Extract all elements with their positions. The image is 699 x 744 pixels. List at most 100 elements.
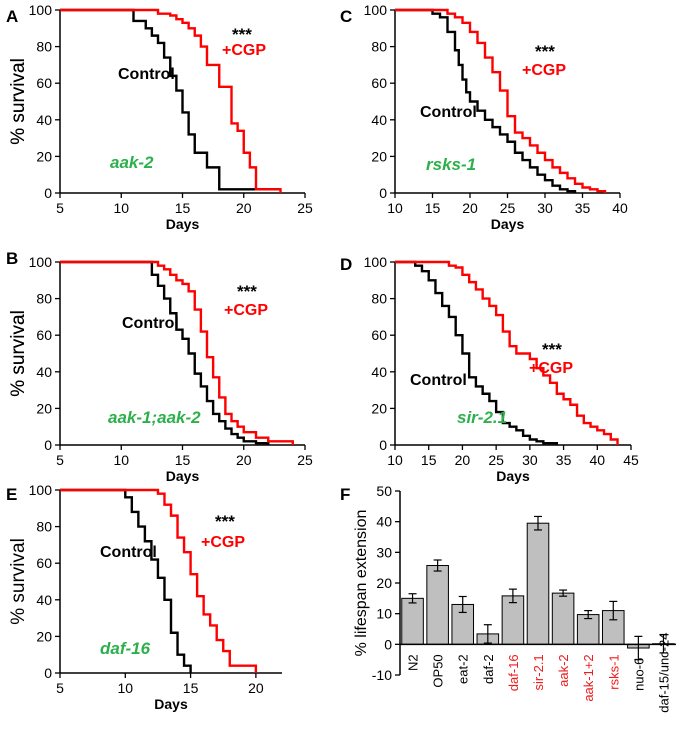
x-axis-title: Days <box>496 468 530 484</box>
significance-stars: *** <box>215 512 235 531</box>
x-tick-label: 15 <box>425 200 441 216</box>
x-tick-label: 5 <box>56 452 64 468</box>
cgp-survival-curve <box>60 8 282 193</box>
x-tick-label: 20 <box>455 452 471 468</box>
cgp-label: +CGP <box>224 302 268 319</box>
control-label: Control <box>122 315 179 332</box>
y-tick-label: 100 <box>29 2 53 18</box>
x-tick-label: 30 <box>537 200 553 216</box>
panel-b-survival-chart: B 0 20 40 60 80 100 5 10 15 20 25 Days % survival ***+… <box>6 249 313 484</box>
x-tick-label: 15 <box>175 200 191 216</box>
y-tick-label: 0 <box>379 185 387 201</box>
category-label: daf-2 <box>481 654 496 684</box>
y-tick-label: 80 <box>36 519 52 535</box>
x-tick-label: 35 <box>575 200 591 216</box>
y-tick-label: 60 <box>371 327 387 343</box>
control-survival-curve <box>60 8 281 191</box>
x-tick-label: 40 <box>612 200 628 216</box>
panel-a-survival-chart: A 0 20 40 60 80 100 5 10 15 20 25 Days % survival ***+… <box>6 2 313 232</box>
x-axis-title: Days <box>166 468 200 484</box>
panel-letter: C <box>340 7 352 26</box>
category-label: nuo-6 <box>631 658 646 691</box>
y-axis-title: % survival <box>8 538 29 625</box>
y-tick-label: 0 <box>384 636 392 652</box>
y-tick-label: 0 <box>44 185 52 201</box>
significance-stars: *** <box>232 25 252 44</box>
bar-OP50 <box>426 565 449 645</box>
control-label: Control <box>420 104 477 121</box>
y-tick-label: 40 <box>371 364 387 380</box>
y-tick-label: 20 <box>371 400 387 416</box>
y-tick-label: 40 <box>36 592 52 608</box>
y-axis-title: % survival <box>8 58 29 145</box>
x-tick-label: 10 <box>387 200 403 216</box>
panel-e-survival-chart: E 0 20 40 60 80 100 5 10 15 20 Days % survival *** +CG… <box>6 482 282 712</box>
y-axis-title: % survival <box>8 58 29 145</box>
category-label: N2 <box>406 654 421 671</box>
y-axis-title: % survival <box>8 310 29 397</box>
y-tick-label: 100 <box>29 254 53 270</box>
significance-stars: *** <box>535 42 555 61</box>
control-label: Control <box>100 544 157 561</box>
x-tick-label: 25 <box>297 452 313 468</box>
significance-stars: *** <box>237 282 257 301</box>
x-tick-label: 10 <box>118 680 134 696</box>
panel-letter: B <box>6 249 18 268</box>
category-label: OP50 <box>431 654 446 687</box>
x-tick-label: 20 <box>236 200 252 216</box>
y-tick-label: 30 <box>376 544 392 560</box>
y-tick-label: 40 <box>371 112 387 128</box>
x-tick-label: 25 <box>488 452 504 468</box>
y-tick-label: 50 <box>376 483 392 499</box>
y-tick-label: 20 <box>36 400 52 416</box>
control-label: Control <box>118 66 175 83</box>
bar-sir-2-1 <box>526 522 550 645</box>
y-tick-label: 60 <box>371 75 387 91</box>
y-tick-label: 80 <box>36 39 52 55</box>
y-tick-label: 20 <box>36 628 52 644</box>
x-axis-title: Days <box>491 216 525 232</box>
control-label: Control <box>410 372 467 389</box>
cgp-label: +CGP <box>522 62 566 79</box>
category-label: aak-1+2 <box>581 654 596 701</box>
x-tick-label: 20 <box>236 452 252 468</box>
bar-aak-2 <box>551 592 575 645</box>
y-tick-label: 60 <box>36 75 52 91</box>
x-tick-label: 20 <box>248 680 264 696</box>
panel-letter: A <box>6 7 18 26</box>
category-label: eat-2 <box>456 654 471 684</box>
cgp-survival-curve <box>395 260 619 445</box>
category-label: aak-2 <box>556 654 571 687</box>
panel-c-survival-chart: C 0 20 40 60 80 100 10 15 20 25 30 35 40 Days % surviva… <box>8 2 628 232</box>
x-tick-label: 30 <box>522 452 538 468</box>
x-tick-label: 25 <box>500 200 516 216</box>
panel-letter: E <box>6 485 17 504</box>
y-tick-label: 60 <box>36 555 52 571</box>
x-tick-label: 40 <box>589 452 605 468</box>
y-tick-label: 60 <box>36 327 52 343</box>
x-tick-label: 5 <box>56 200 64 216</box>
y-tick-label: 100 <box>364 254 388 270</box>
y-tick-label: 80 <box>371 39 387 55</box>
control-survival-curve <box>395 8 577 193</box>
y-tick-label: 100 <box>29 482 53 498</box>
x-tick-label: 35 <box>556 452 572 468</box>
y-tick-label: 0 <box>44 665 52 681</box>
cgp-survival-curve <box>395 8 607 193</box>
x-tick-label: 15 <box>175 452 191 468</box>
x-tick-label: 15 <box>421 452 437 468</box>
cgp-label: +CGP <box>201 534 245 551</box>
x-tick-label: 5 <box>56 680 64 696</box>
panel-letter: F <box>340 485 350 504</box>
x-tick-label: 10 <box>113 452 129 468</box>
cgp-survival-curve <box>60 260 294 445</box>
category-label: daf-15/unc-24 <box>656 633 671 713</box>
bar-N2 <box>401 597 424 645</box>
cgp-label: +CGP <box>222 42 266 59</box>
y-tick-label: 20 <box>36 148 52 164</box>
y-tick-label: 40 <box>36 112 52 128</box>
y-tick-label: 40 <box>36 364 52 380</box>
y-tick-label: 80 <box>36 291 52 307</box>
x-tick-label: 20 <box>462 200 478 216</box>
